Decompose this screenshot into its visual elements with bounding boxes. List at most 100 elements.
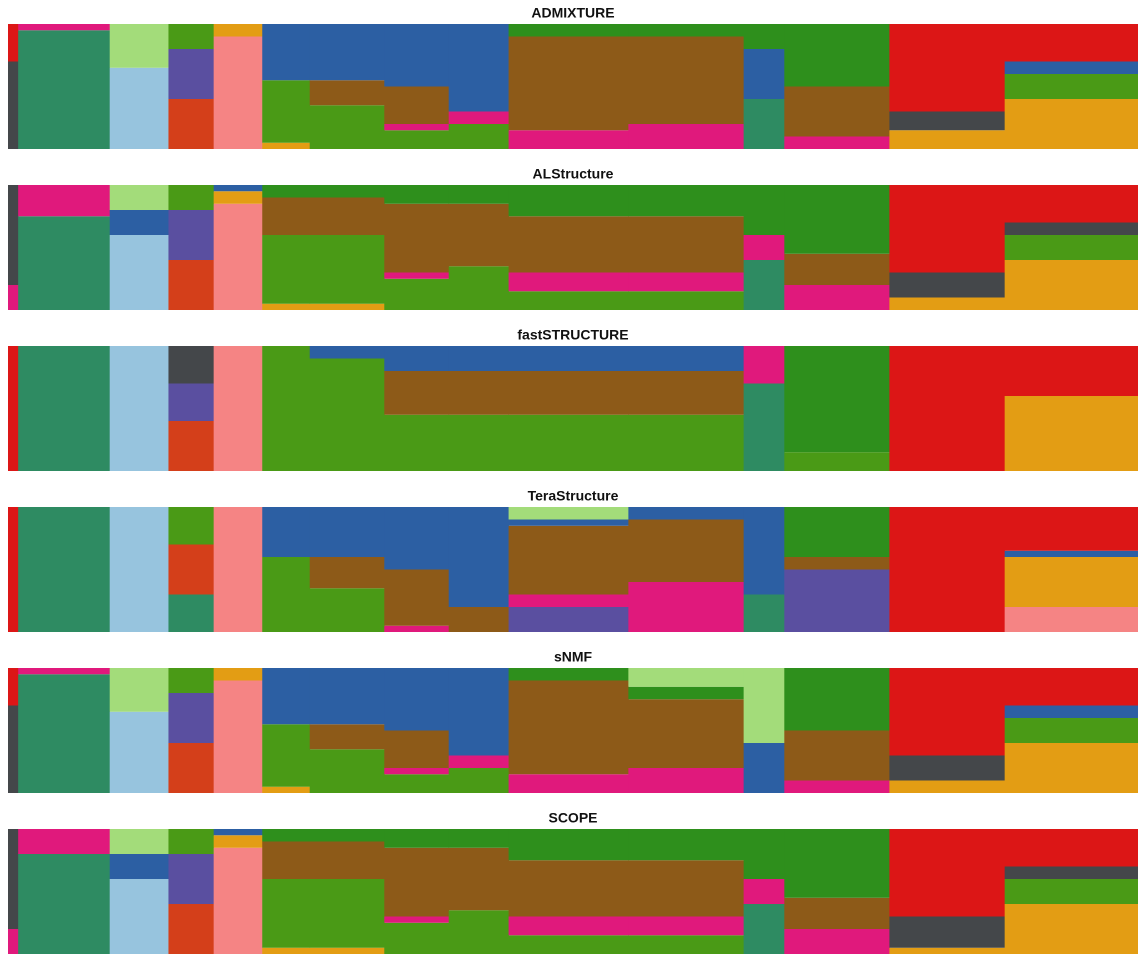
bar-segment (168, 693, 215, 743)
bar-segment (628, 291, 745, 310)
bar-segment (889, 916, 1006, 948)
bar-segment (1004, 718, 1138, 743)
bar-segment (213, 203, 263, 310)
bar-segment (628, 768, 745, 793)
bar-segment (168, 99, 215, 149)
bar-segment (508, 36, 629, 131)
bar-segment (8, 668, 19, 706)
bar-segment (18, 854, 111, 954)
bar-segment (213, 847, 263, 954)
bar-segment (109, 879, 169, 954)
bar-segment (1004, 396, 1138, 471)
bar-segment (384, 625, 450, 632)
bar-segment (628, 272, 745, 292)
bar-segment (1004, 260, 1138, 310)
bar-segment (628, 24, 745, 37)
bar-segment (168, 904, 215, 954)
bar-segment (262, 507, 311, 557)
bar-segment (628, 668, 745, 687)
bar-segment (1004, 743, 1138, 793)
bar-segment (508, 916, 629, 936)
bar-segment (508, 346, 629, 371)
bar-segment (309, 358, 385, 471)
bar-segment (508, 414, 629, 471)
bar-segment (784, 253, 890, 285)
bar-segment (213, 668, 263, 681)
bar-segment (784, 929, 890, 954)
bar-segment (18, 668, 111, 675)
bar-segment (384, 922, 450, 954)
bar-segment (109, 67, 169, 149)
bar-segment (309, 749, 385, 793)
bar-segment (889, 947, 1006, 954)
bar-segment (784, 730, 890, 781)
bar-segment (448, 607, 509, 632)
bar-segment (168, 49, 215, 99)
bar-segment (309, 303, 385, 310)
bar-segment (784, 185, 890, 254)
bar-segment (889, 185, 1006, 273)
bar-segment (784, 86, 890, 137)
bar-segment (8, 24, 19, 62)
bar-segment (743, 99, 785, 149)
bar-segment (309, 947, 385, 954)
bar-segment (508, 935, 629, 954)
bar-segment (628, 371, 745, 415)
bar-segment (448, 371, 509, 415)
bar-segment (628, 860, 745, 917)
bar-segment (743, 594, 785, 632)
bar-segment (889, 755, 1006, 781)
bar-segment (743, 383, 785, 471)
bar-segment (384, 185, 450, 204)
bar-segment (743, 24, 785, 49)
bar-segment (18, 507, 111, 632)
bar-segment (109, 346, 169, 471)
bar-segment (784, 668, 890, 731)
bar-segment (889, 346, 1006, 471)
bar-segment (384, 24, 450, 87)
bar-segment (309, 185, 385, 198)
bar-segment (384, 829, 450, 848)
bar-segment (168, 383, 215, 421)
bar-segment (1004, 829, 1138, 867)
bar-segment (309, 668, 385, 725)
bar-segment (262, 346, 311, 471)
bar-segment (508, 130, 629, 149)
bar-segment (628, 216, 745, 273)
bar-segment (784, 897, 890, 929)
bar-segment (784, 346, 890, 453)
bar-segment (889, 272, 1006, 298)
bar-segment (109, 711, 169, 793)
bar-segment (168, 185, 215, 210)
bar-segment (508, 185, 629, 217)
bar-segment (168, 24, 215, 49)
bar-segment (8, 285, 19, 310)
bar-segment (384, 272, 450, 279)
bar-segment (448, 668, 509, 756)
bar-segment (448, 111, 509, 124)
bar-segment (889, 668, 1006, 756)
bar-segment (508, 774, 629, 793)
bar-segment (8, 346, 19, 471)
bar-segment (889, 297, 1006, 310)
bar-segment (168, 544, 215, 595)
bar-segment (8, 507, 19, 632)
bar-segment (1004, 61, 1138, 74)
bar-segment (262, 557, 311, 632)
panel-title: SCOPE (548, 810, 597, 826)
bar-segment (508, 594, 629, 607)
bar-segment (1004, 74, 1138, 99)
panel-title: fastSTRUCTURE (517, 327, 628, 343)
bar-segment (8, 61, 19, 149)
bar-segment (384, 130, 450, 149)
bar-segment (109, 829, 169, 854)
bar-segment (1004, 557, 1138, 607)
bar-segment (384, 86, 450, 124)
bar-segment (309, 507, 385, 557)
bar-segment (508, 519, 629, 526)
bar-segment (508, 860, 629, 917)
bar-segment (213, 829, 263, 836)
bar-segment (8, 829, 19, 929)
bar-segment (784, 24, 890, 87)
bar-segment (309, 235, 385, 304)
